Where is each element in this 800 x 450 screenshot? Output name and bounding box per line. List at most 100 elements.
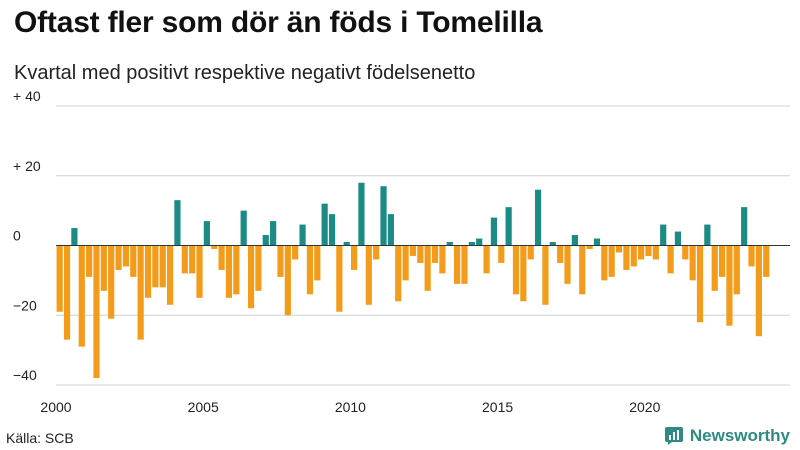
x-tick-label: 2000 <box>40 399 71 415</box>
bar <box>733 245 740 295</box>
bar <box>255 245 262 291</box>
bar <box>402 245 409 281</box>
bar <box>152 245 159 288</box>
bar <box>314 245 321 281</box>
bar <box>343 242 350 246</box>
chart-title: Oftast fler som dör än föds i Tomelilla <box>14 6 543 39</box>
bar <box>196 245 203 298</box>
bar <box>233 245 240 295</box>
x-tick-label: 2015 <box>482 399 513 415</box>
bar <box>181 245 188 274</box>
bar <box>682 245 689 260</box>
bar <box>630 245 637 267</box>
bar <box>380 186 387 246</box>
bar <box>218 245 225 270</box>
bar <box>78 245 85 347</box>
bar <box>306 245 314 295</box>
bar <box>571 235 578 246</box>
bar <box>505 207 512 246</box>
bar <box>166 245 174 305</box>
bar <box>262 235 269 246</box>
bar <box>321 203 328 246</box>
x-tick-label: 2020 <box>629 399 660 415</box>
bar <box>225 245 233 298</box>
bar <box>615 245 623 253</box>
bar <box>108 245 115 319</box>
bar <box>358 182 365 246</box>
bar <box>557 245 564 263</box>
y-tick-label: −40 <box>13 367 37 383</box>
bar <box>277 245 284 277</box>
x-axis-ticks: 2000 2005 2010 2015 2020 <box>40 399 660 415</box>
bar <box>137 245 144 340</box>
bar <box>527 245 534 260</box>
newsworthy-logo[interactable]: Newsworthy <box>664 426 790 446</box>
bar <box>159 245 166 288</box>
bar <box>593 238 601 246</box>
y-axis-ticks: + 40 + 20 0 −20 −40 <box>13 88 41 383</box>
newsworthy-icon <box>664 427 683 445</box>
bar <box>409 245 417 256</box>
bar <box>476 238 483 246</box>
bar <box>498 245 505 263</box>
bar <box>490 217 498 246</box>
x-tick-label: 2010 <box>335 399 366 415</box>
bar <box>365 245 372 305</box>
bar <box>71 228 78 246</box>
bar <box>564 245 571 284</box>
bar <box>741 207 748 246</box>
bar <box>284 245 291 316</box>
bar <box>387 214 394 246</box>
gridlines <box>56 105 790 386</box>
bar <box>328 214 336 246</box>
y-tick-label: + 40 <box>13 88 41 104</box>
bar <box>439 245 446 274</box>
bar <box>240 210 247 246</box>
bar <box>130 245 137 277</box>
bar <box>395 245 402 302</box>
bar <box>601 245 608 281</box>
bar <box>726 245 733 326</box>
bar <box>115 245 122 270</box>
bar <box>468 242 475 246</box>
bar <box>718 245 726 277</box>
bar <box>174 200 181 246</box>
bar <box>579 245 586 295</box>
bar <box>336 245 343 312</box>
bar <box>623 245 630 270</box>
bar <box>431 245 439 263</box>
bar <box>638 245 645 260</box>
bar <box>608 245 615 277</box>
bar <box>645 245 652 256</box>
bar <box>542 245 549 305</box>
y-tick-label: −20 <box>13 297 37 313</box>
bar <box>512 245 520 295</box>
bar <box>93 245 100 379</box>
bar <box>755 245 762 337</box>
bar <box>667 245 674 274</box>
bar <box>748 245 755 267</box>
bar <box>63 245 71 340</box>
bar <box>247 245 255 309</box>
bar <box>350 245 358 270</box>
bar <box>711 245 718 291</box>
bar <box>299 224 306 246</box>
bar <box>520 245 527 302</box>
bar <box>534 189 542 246</box>
bar <box>211 245 218 249</box>
bar <box>373 245 380 260</box>
bar <box>203 221 210 246</box>
bar <box>704 224 711 246</box>
bar <box>144 245 152 298</box>
y-tick-label: + 20 <box>13 158 41 174</box>
bar <box>424 245 431 291</box>
source-label: Källa: SCB <box>6 430 74 446</box>
bar <box>461 245 468 284</box>
bar <box>652 245 659 260</box>
bar <box>696 245 704 323</box>
bars <box>56 182 770 379</box>
bar <box>100 245 107 291</box>
bar <box>660 224 667 246</box>
brand-name: Newsworthy <box>689 426 790 445</box>
